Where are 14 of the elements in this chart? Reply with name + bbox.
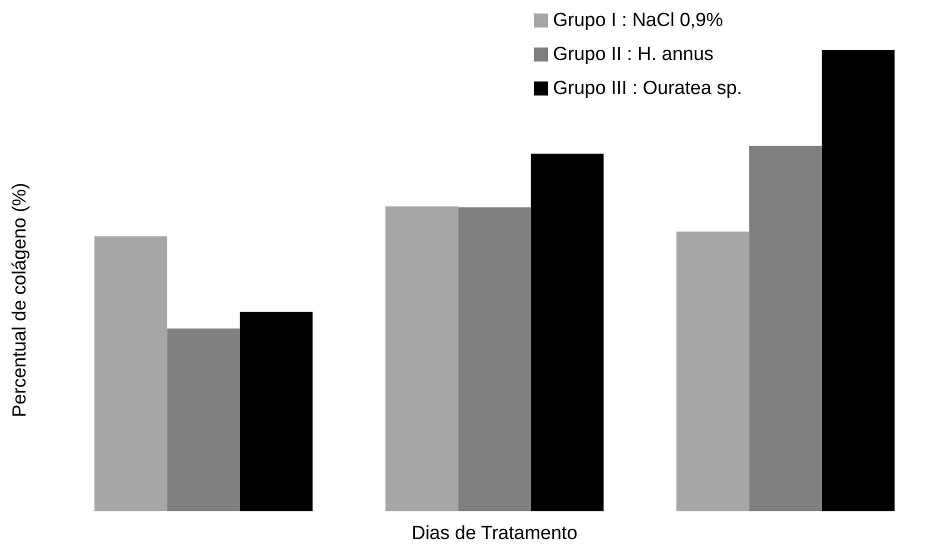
bar xyxy=(94,236,168,512)
bar xyxy=(822,50,895,512)
bar xyxy=(676,232,750,512)
bar xyxy=(530,154,604,512)
legend-label: Grupo III : Ouratea sp. xyxy=(553,78,742,99)
bar xyxy=(167,328,240,512)
bar xyxy=(385,206,458,512)
y-axis-title: Percentual de colágeno (%) xyxy=(10,182,30,418)
legend-label: Grupo I : NaCl 0,9% xyxy=(553,10,724,31)
bar xyxy=(749,146,822,512)
bar xyxy=(458,207,531,512)
legend-label: Grupo II : H. annus xyxy=(553,44,714,65)
x-axis-title: Dias de Tratamento xyxy=(412,523,578,544)
bar xyxy=(240,312,313,512)
